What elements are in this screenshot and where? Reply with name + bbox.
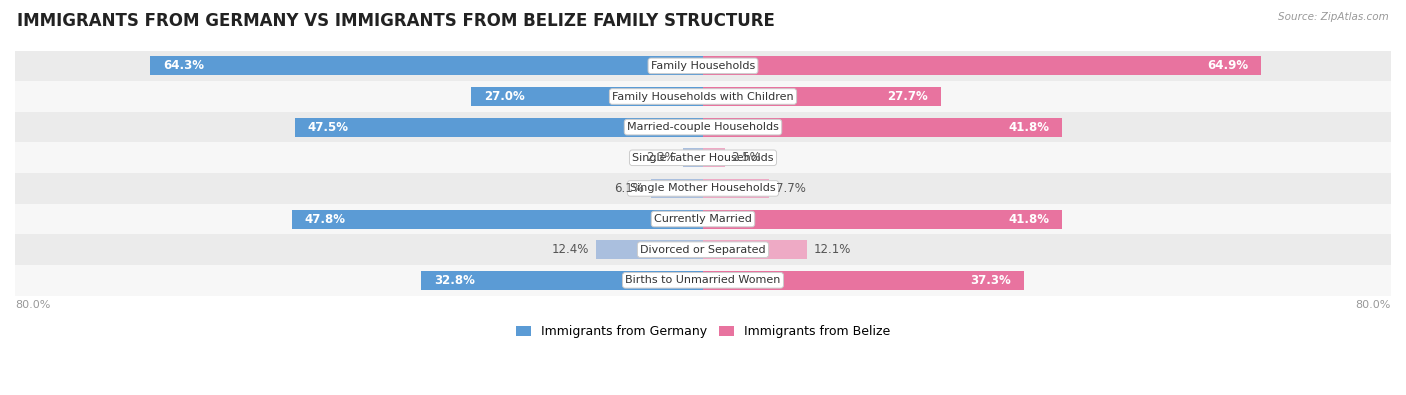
Bar (703, 118, 1063, 137)
Text: Family Households: Family Households (651, 61, 755, 71)
Text: 32.8%: 32.8% (434, 274, 475, 287)
Bar (683, 148, 703, 167)
Legend: Immigrants from Germany, Immigrants from Belize: Immigrants from Germany, Immigrants from… (510, 320, 896, 343)
Bar (420, 271, 703, 290)
Text: 12.1%: 12.1% (814, 243, 851, 256)
Bar (703, 271, 1024, 290)
Bar (703, 148, 724, 167)
Bar (471, 87, 703, 106)
Text: 64.9%: 64.9% (1208, 59, 1249, 72)
Text: 2.5%: 2.5% (731, 151, 761, 164)
Bar (292, 210, 703, 229)
Bar (294, 118, 703, 137)
Text: 47.5%: 47.5% (308, 120, 349, 134)
Bar (596, 240, 703, 259)
Bar (15, 51, 1391, 81)
Text: Births to Unmarried Women: Births to Unmarried Women (626, 275, 780, 285)
Text: Married-couple Households: Married-couple Households (627, 122, 779, 132)
Bar (15, 173, 1391, 204)
Text: 7.7%: 7.7% (776, 182, 806, 195)
Bar (703, 87, 941, 106)
Bar (15, 143, 1391, 173)
Bar (703, 56, 1261, 75)
Bar (15, 234, 1391, 265)
Text: Divorced or Separated: Divorced or Separated (640, 245, 766, 255)
Text: 80.0%: 80.0% (1355, 300, 1391, 310)
Bar (703, 179, 769, 198)
Bar (150, 56, 703, 75)
Bar (15, 204, 1391, 234)
Text: 37.3%: 37.3% (970, 274, 1011, 287)
Text: 41.8%: 41.8% (1008, 213, 1050, 226)
Text: 6.1%: 6.1% (614, 182, 644, 195)
Bar (15, 112, 1391, 143)
Text: Source: ZipAtlas.com: Source: ZipAtlas.com (1278, 12, 1389, 22)
Text: Single Mother Households: Single Mother Households (630, 183, 776, 194)
Text: 2.3%: 2.3% (647, 151, 676, 164)
Bar (15, 81, 1391, 112)
Text: 47.8%: 47.8% (305, 213, 346, 226)
Bar (703, 240, 807, 259)
Text: 27.0%: 27.0% (484, 90, 524, 103)
Bar (651, 179, 703, 198)
Text: 80.0%: 80.0% (15, 300, 51, 310)
Text: 41.8%: 41.8% (1008, 120, 1050, 134)
Text: 64.3%: 64.3% (163, 59, 204, 72)
Text: Single Father Households: Single Father Households (633, 153, 773, 163)
Bar (703, 210, 1063, 229)
Text: Family Households with Children: Family Households with Children (612, 92, 794, 102)
Text: Currently Married: Currently Married (654, 214, 752, 224)
Text: 12.4%: 12.4% (553, 243, 589, 256)
Bar (15, 265, 1391, 295)
Text: 27.7%: 27.7% (887, 90, 928, 103)
Text: IMMIGRANTS FROM GERMANY VS IMMIGRANTS FROM BELIZE FAMILY STRUCTURE: IMMIGRANTS FROM GERMANY VS IMMIGRANTS FR… (17, 12, 775, 30)
